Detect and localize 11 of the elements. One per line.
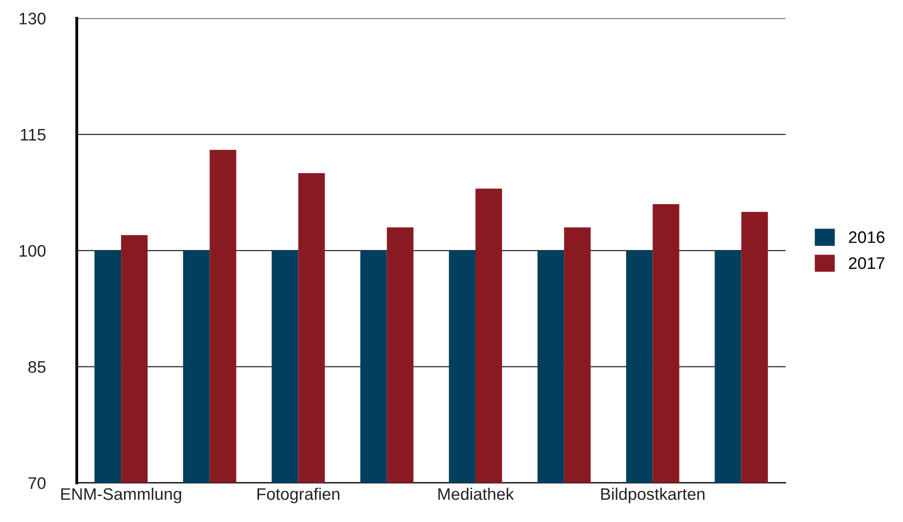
legend-label: 2016 (848, 231, 884, 244)
y-tick-label: 100 (20, 244, 46, 257)
y-tick-label: 115 (20, 128, 46, 141)
y-tick-label: 85 (28, 361, 46, 373)
x-tick-label: Fotografien (257, 488, 340, 504)
x-tick-label: ENM-Sammlung (61, 488, 182, 504)
legend-label: 2017 (848, 257, 884, 270)
x-tick-label: Mediathek (438, 488, 514, 500)
x-tick-label: Bildpostkarten (601, 488, 704, 504)
y-tick-label: 70 (28, 477, 46, 490)
y-tick-label: 130 (20, 12, 46, 24)
